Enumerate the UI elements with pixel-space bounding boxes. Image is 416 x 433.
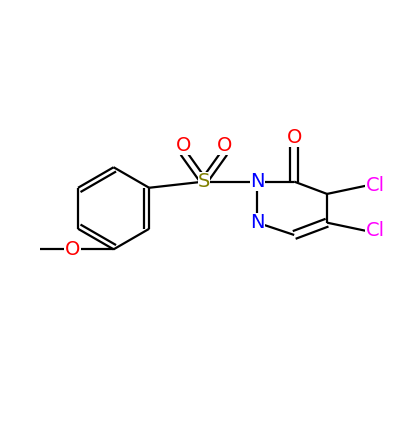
Text: N: N (250, 172, 265, 191)
Text: O: O (287, 128, 302, 147)
Text: Cl: Cl (366, 176, 385, 195)
Text: O: O (176, 136, 191, 155)
Text: N: N (250, 213, 265, 232)
Text: Cl: Cl (366, 221, 385, 240)
Text: S: S (198, 172, 210, 191)
Text: O: O (65, 240, 80, 259)
Text: O: O (217, 136, 232, 155)
